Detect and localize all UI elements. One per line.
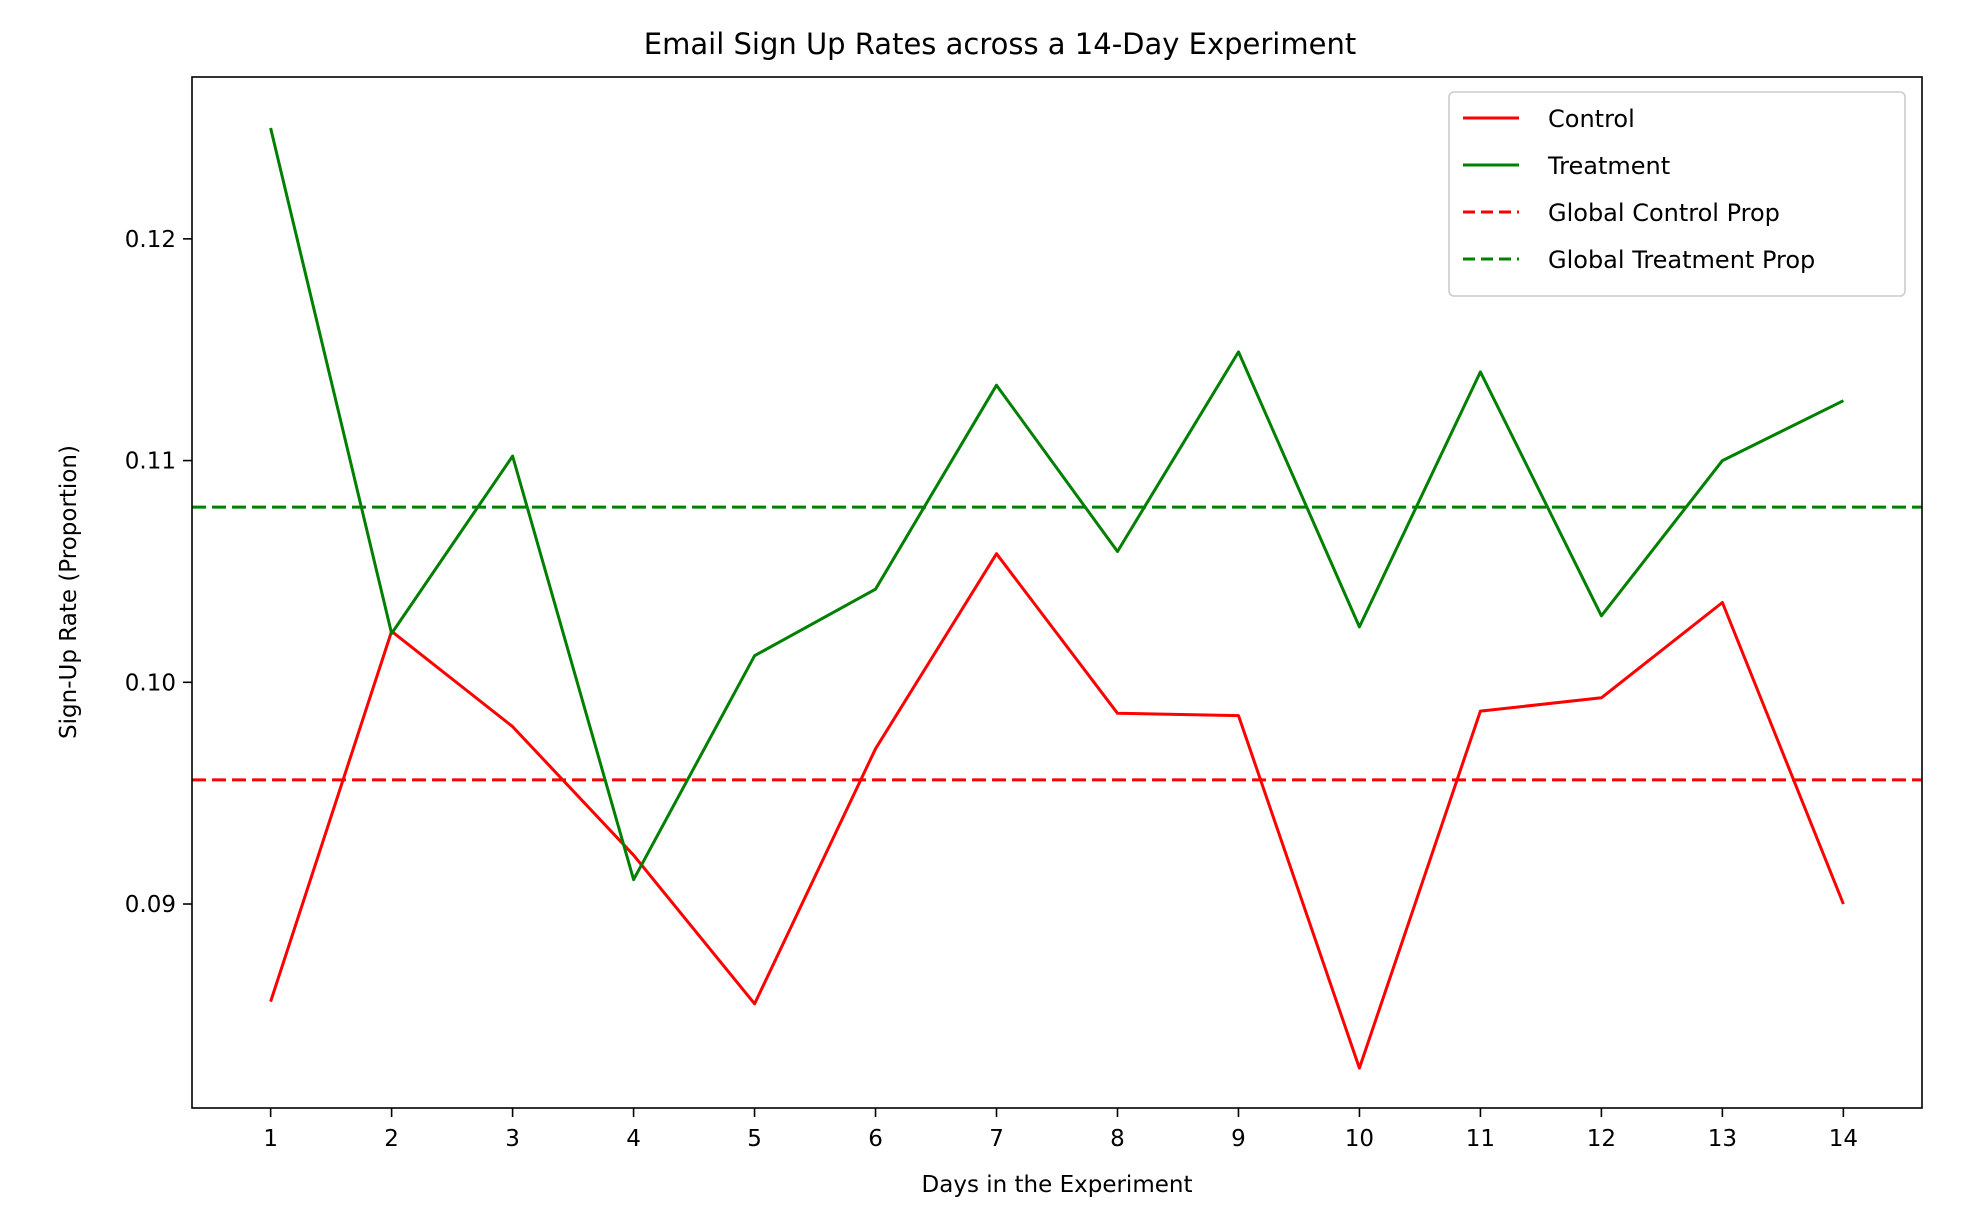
legend-label: Global Treatment Prop [1548,246,1815,274]
legend-label: Global Control Prop [1548,199,1780,227]
y-axis-label: Sign-Up Rate (Proportion) [56,445,82,739]
legend-box [1448,91,1906,297]
y-tick-label: 0.10 [125,670,176,696]
series-line-1 [269,552,1845,1070]
x-tick-label: 3 [505,1126,520,1152]
x-tick-label: 5 [747,1126,762,1152]
y-axis-ticks: 0.09 0.10 0.11 0.12 [125,227,192,918]
x-tick-label: 14 [1829,1126,1858,1152]
series-lines [269,127,1845,1070]
x-tick-label: 10 [1345,1126,1374,1152]
x-tick-label: 2 [384,1126,399,1152]
chart-title: Email Sign Up Rates across a 14-Day Expe… [644,27,1356,61]
y-tick-label: 0.12 [125,227,176,253]
reference-lines [192,505,1922,782]
x-axis-label: Days in the Experiment [922,1172,1193,1198]
legend-label: Control [1548,105,1635,133]
x-tick-label: 9 [1231,1126,1246,1152]
plot-frame [191,76,1923,1109]
series-line-2 [269,127,1845,882]
x-tick-label: 12 [1587,1126,1616,1152]
x-tick-label: 7 [989,1126,1004,1152]
x-axis-ticks: 1 2 3 4 5 6 7 8 9 10 11 12 13 14 [263,1108,1858,1152]
x-tick-label: 11 [1466,1126,1495,1152]
legend-label: Treatment [1547,152,1670,180]
x-tick-label: 13 [1708,1126,1737,1152]
x-tick-label: 1 [263,1126,278,1152]
y-tick-label: 0.09 [125,892,176,918]
y-tick-label: 0.11 [125,449,176,475]
x-tick-label: 8 [1110,1126,1125,1152]
x-tick-label: 4 [626,1126,641,1152]
x-tick-label: 6 [868,1126,883,1152]
legend: Control Treatment Global Control Prop Globa… [1448,91,1906,297]
